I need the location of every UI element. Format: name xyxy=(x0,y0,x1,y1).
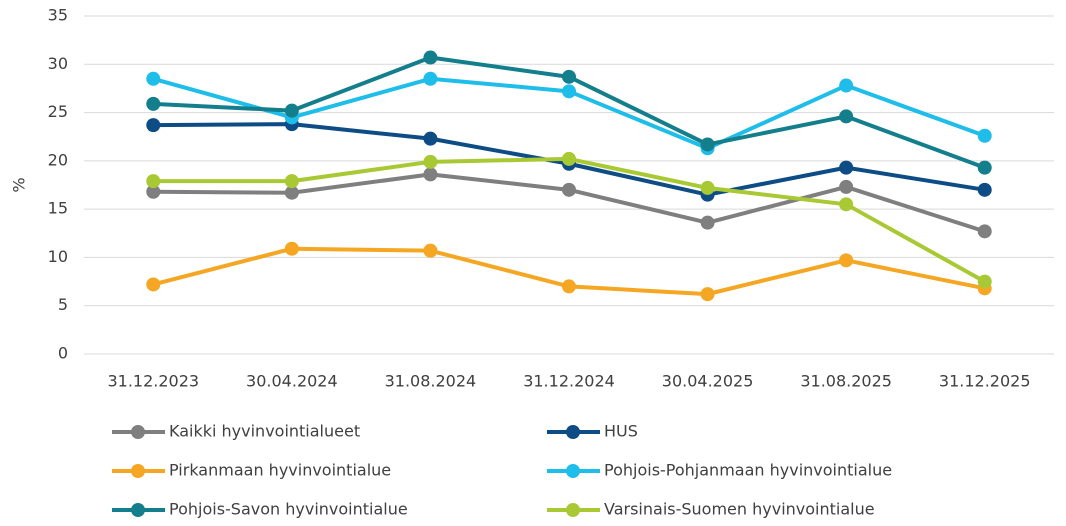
data-point xyxy=(839,160,854,175)
legend-label: Pirkanmaan hyvinvointialue xyxy=(169,461,391,480)
y-tick-label: 15 xyxy=(48,199,68,218)
data-point xyxy=(423,71,438,86)
legend-marker xyxy=(566,503,580,517)
y-tick-label: 0 xyxy=(58,344,68,363)
y-tick-label: 25 xyxy=(48,102,68,121)
legend-label: Kaikki hyvinvointialueet xyxy=(169,422,360,441)
data-point xyxy=(977,128,992,143)
legend-label: Varsinais-Suomen hyvinvointialue xyxy=(604,500,875,519)
data-point xyxy=(146,118,161,133)
legend-marker xyxy=(566,425,580,439)
data-point xyxy=(423,167,438,182)
data-point xyxy=(839,197,854,212)
data-point xyxy=(839,78,854,93)
data-point xyxy=(146,71,161,86)
data-point xyxy=(284,185,299,200)
data-point xyxy=(146,96,161,111)
y-tick-label: 30 xyxy=(48,54,68,73)
x-tick-label: 30.04.2025 xyxy=(662,372,754,391)
data-point xyxy=(284,103,299,118)
y-tick-label: 35 xyxy=(48,6,68,25)
legend-label: Pohjois-Pohjanmaan hyvinvointialue xyxy=(604,461,892,480)
data-point xyxy=(562,151,576,166)
x-tick-label: 31.08.2024 xyxy=(385,372,477,391)
data-point xyxy=(146,277,161,292)
x-tick-label: 31.08.2025 xyxy=(800,372,892,391)
legend-marker xyxy=(131,425,145,439)
data-point xyxy=(977,160,992,175)
data-point xyxy=(700,215,715,230)
data-point xyxy=(284,174,299,189)
legend-label: Pohjois-Savon hyvinvointialue xyxy=(169,500,408,519)
data-point xyxy=(839,253,854,268)
data-point xyxy=(562,279,576,294)
data-point xyxy=(562,69,576,84)
data-point xyxy=(839,109,854,124)
data-point xyxy=(977,182,992,197)
data-point xyxy=(146,184,161,199)
y-tick-label: 20 xyxy=(48,150,68,169)
legend-marker xyxy=(566,464,580,478)
y-tick-label: 5 xyxy=(58,295,68,314)
legend-marker xyxy=(131,464,145,478)
legend-marker xyxy=(131,503,145,517)
data-point xyxy=(423,50,438,65)
x-tick-label: 31.12.2024 xyxy=(523,372,615,391)
x-tick-label: 30.04.2024 xyxy=(246,372,338,391)
data-point xyxy=(423,154,438,169)
data-point xyxy=(423,243,438,258)
x-tick-label: 31.12.2023 xyxy=(107,372,199,391)
data-point xyxy=(700,180,715,195)
data-point xyxy=(700,137,715,152)
data-point xyxy=(146,174,161,189)
data-point xyxy=(700,287,715,302)
data-point xyxy=(423,131,438,146)
x-tick-label: 31.12.2025 xyxy=(939,372,1031,391)
data-point xyxy=(562,84,576,99)
data-point xyxy=(977,224,992,239)
data-point xyxy=(284,241,299,256)
y-tick-label: 10 xyxy=(48,247,68,266)
data-point xyxy=(977,274,992,289)
y-axis-label: % xyxy=(10,177,29,192)
data-point xyxy=(839,179,854,194)
data-point xyxy=(562,182,576,197)
legend-label: HUS xyxy=(604,422,638,441)
